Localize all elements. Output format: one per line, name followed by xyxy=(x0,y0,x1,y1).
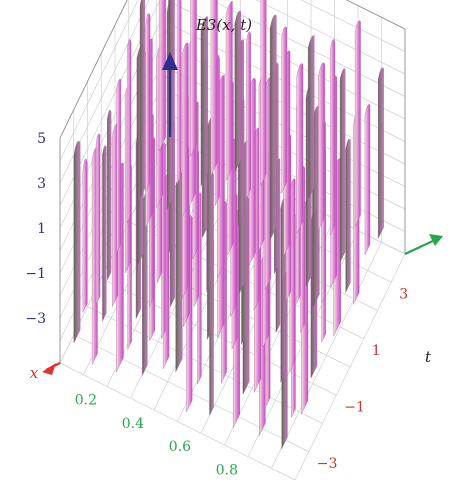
surface-sheet xyxy=(260,0,267,186)
surface-sheet xyxy=(116,78,122,253)
surface-sheet xyxy=(73,140,81,344)
surface-sheet xyxy=(269,14,277,241)
surface-sheet xyxy=(377,67,384,239)
z-tick-label: −1 xyxy=(25,266,46,282)
z-axis-arrow xyxy=(162,52,178,70)
surface-sheets xyxy=(73,0,384,450)
x-tick-label: 0.2 xyxy=(75,392,97,408)
surface-sheet xyxy=(95,133,101,305)
surface-sheet xyxy=(175,172,183,373)
t-tick-label: 3 xyxy=(399,286,408,302)
x-tick-label: 0.4 xyxy=(122,416,144,432)
surface-sheet xyxy=(139,0,146,198)
t-tick-label: 1 xyxy=(372,343,381,359)
surface-sheet xyxy=(210,0,218,176)
z-tick-label: 5 xyxy=(37,131,46,147)
x-axis-title: x xyxy=(30,364,39,382)
grid-line xyxy=(59,362,296,481)
x-axis-arrow xyxy=(42,363,56,375)
surface-sheet xyxy=(82,158,88,313)
box-edge xyxy=(345,0,406,30)
z-axis-line xyxy=(404,239,436,255)
surface-sheet xyxy=(307,35,315,201)
surface-sheet xyxy=(225,0,233,181)
surface-sheet xyxy=(329,39,336,236)
t-tick-label: −1 xyxy=(344,399,365,415)
surface-sheet xyxy=(181,42,189,218)
z-tick-label: 1 xyxy=(37,221,46,237)
x-tick-label: 0.8 xyxy=(216,463,238,479)
surface-sheet xyxy=(176,0,182,185)
surface-sheet xyxy=(126,39,132,224)
surface-sheet xyxy=(318,62,325,231)
t-axis-title: t xyxy=(425,348,432,366)
tick-labels: −3 −1 1 3 5 0.2 0.4 0.6 0.8 −3 −1 1 3 xyxy=(25,131,408,479)
surface-sheet xyxy=(200,16,208,187)
t-axis-arrow xyxy=(429,234,443,246)
z-axis-title: E3(x, t) xyxy=(195,16,252,34)
surface-sheet xyxy=(281,26,287,193)
z-tick-label: 3 xyxy=(37,176,46,192)
surface-sheet xyxy=(339,68,346,263)
surface-sheet xyxy=(246,31,251,199)
x-tick-label: 0.6 xyxy=(169,439,191,455)
surface-sheet xyxy=(345,138,351,293)
surface-sheet xyxy=(364,104,371,255)
grid-line xyxy=(300,0,406,52)
surface-sheet xyxy=(145,13,151,192)
surface-sheet xyxy=(102,145,107,322)
surface-sheet xyxy=(296,63,304,235)
t-tick-label: −3 xyxy=(317,456,338,472)
surface-sheet xyxy=(354,20,361,227)
z-tick-label: −3 xyxy=(25,311,46,327)
surface-sheet xyxy=(107,109,112,281)
box-edge xyxy=(59,0,128,139)
axes xyxy=(42,0,443,375)
surface-sheet xyxy=(190,0,197,157)
surface-sheet xyxy=(158,0,166,152)
surface-sheet xyxy=(234,10,241,173)
